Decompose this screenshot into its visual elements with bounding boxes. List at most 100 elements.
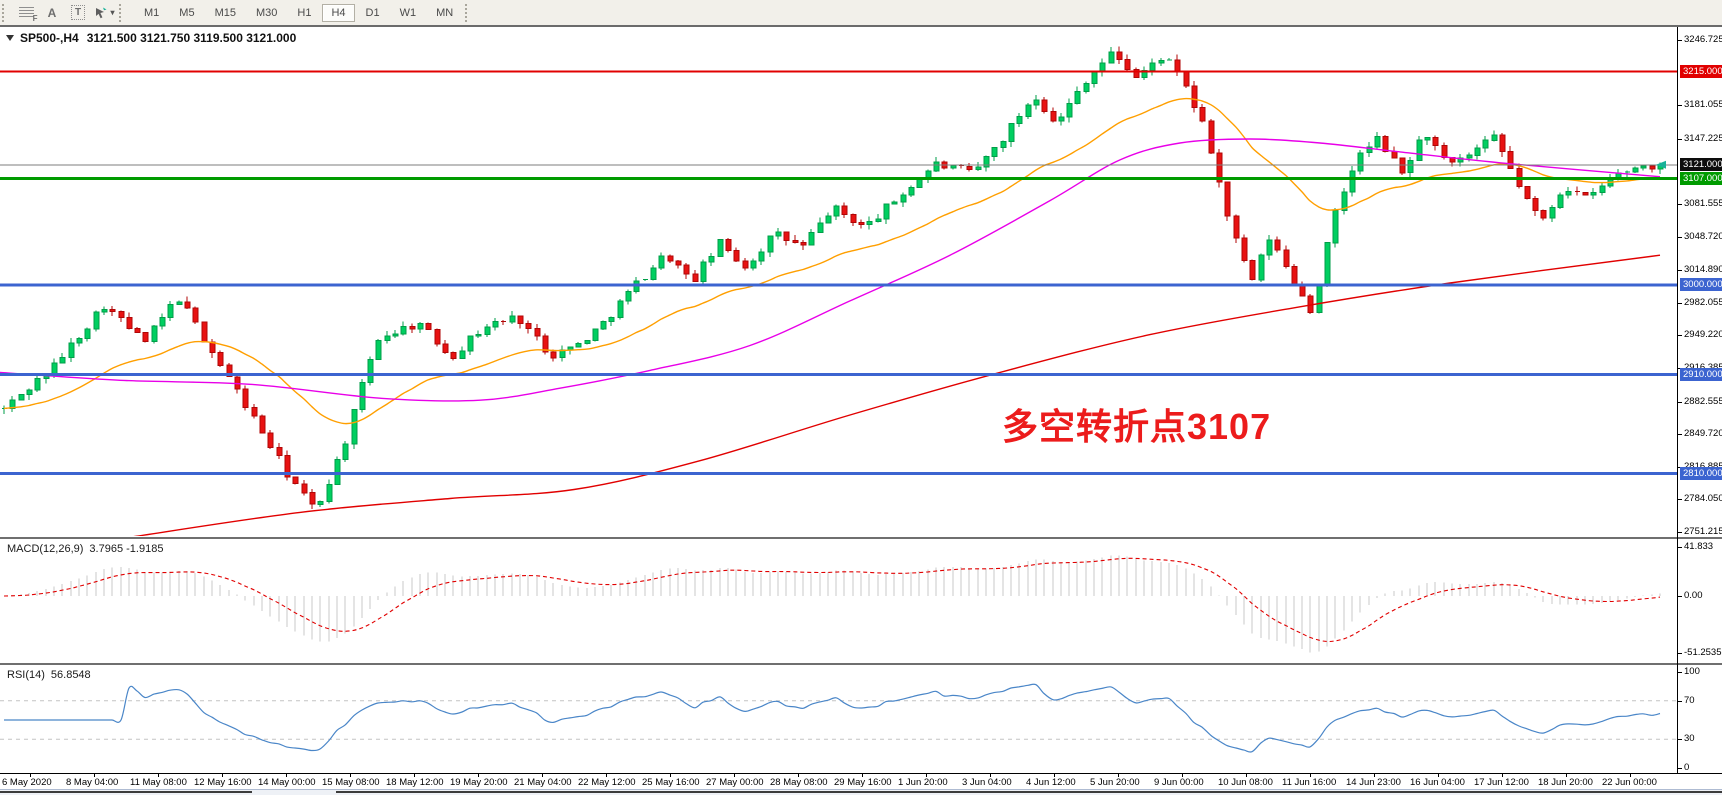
- axis-tick-label: 41.833: [1684, 541, 1714, 552]
- axis-tick-label: 2849.720: [1684, 428, 1722, 439]
- axis-tick: [1677, 701, 1682, 702]
- time-axis-label: 22 May 12:00: [578, 777, 636, 788]
- toolbar: F A T ▾ M1 M5 M15 M30 H1 H4 D1 W1 MN: [0, 0, 1722, 26]
- axis-tick: [1677, 672, 1682, 673]
- macd-indicator-canvas[interactable]: [0, 539, 1678, 662]
- time-axis-tick: [414, 774, 415, 777]
- axis-tick-label: 2751.215: [1684, 526, 1722, 537]
- axis-tick: [1677, 139, 1682, 140]
- time-axis-tick: [1054, 774, 1055, 777]
- time-axis-label: 28 May 08:00: [770, 777, 828, 788]
- time-axis-label: 10 Jun 08:00: [1218, 777, 1273, 788]
- time-axis[interactable]: 6 May 2020 8 May 04:00 11 May 08:00 12 May …: [0, 773, 1722, 790]
- arrow-cursor-icon: [96, 7, 107, 18]
- price-level-badge: 3121.000: [1680, 158, 1722, 171]
- toolbar-grip[interactable]: [2, 3, 11, 22]
- arrows-tool-icon[interactable]: ▾: [92, 1, 116, 24]
- axis-tick: [1677, 335, 1682, 336]
- timeframe-button-m5[interactable]: M5: [179, 6, 195, 19]
- time-axis-tick: [350, 774, 351, 777]
- time-axis-tick: [1374, 774, 1375, 777]
- axis-tick-label: 2916.385: [1684, 362, 1722, 374]
- axis-tick-label: 2949.220: [1684, 329, 1722, 340]
- axis-tick: [1677, 402, 1682, 403]
- axis-tick: [1677, 40, 1682, 41]
- time-axis-tick: [1438, 774, 1439, 777]
- price-level-badge: 3107.000: [1680, 172, 1722, 185]
- axis-tick: [1677, 270, 1682, 271]
- panel-splitter-macd[interactable]: [0, 537, 1722, 539]
- slow-ma-line: [133, 254, 1661, 536]
- text-label-tool-icon[interactable]: A: [47, 5, 57, 20]
- time-axis-label: 14 Jun 23:00: [1346, 777, 1401, 788]
- time-axis-tick: [1566, 774, 1567, 777]
- chart-text-annotation[interactable]: 多空转折点3107: [1002, 406, 1272, 447]
- axis-tick-label: 2882.555: [1684, 396, 1722, 407]
- time-axis-label: 18 May 12:00: [386, 777, 444, 788]
- axis-tick: [1677, 499, 1682, 500]
- time-axis-tick: [734, 774, 735, 777]
- text-box-tool-icon[interactable]: T: [66, 1, 90, 24]
- chart-collapse-icon[interactable]: [6, 35, 14, 41]
- medium-ma-line: [0, 138, 1661, 402]
- time-axis-tick: [862, 774, 863, 777]
- panel-splitter-rsi[interactable]: [0, 663, 1722, 665]
- fibonacci-tool-icon[interactable]: F: [14, 1, 38, 24]
- time-axis-tick: [1182, 774, 1183, 777]
- ohlc-quotes: 3121.500 3121.750 3119.500 3121.000: [86, 31, 297, 45]
- time-axis-tick: [542, 774, 543, 777]
- timeframe-button-m1[interactable]: M1: [144, 6, 160, 19]
- time-axis-tick: [286, 774, 287, 777]
- time-axis-label: 14 May 00:00: [258, 777, 316, 788]
- axis-tick-label: 3246.725: [1684, 34, 1722, 45]
- scrollbar-segment: [336, 791, 1722, 793]
- timeframe-button-h1[interactable]: H1: [297, 6, 312, 19]
- timeframe-button-h4[interactable]: H4: [322, 3, 355, 22]
- chevron-down-icon: ▾: [110, 8, 115, 17]
- fast-ma-line: [3, 97, 1661, 425]
- timeframe-button-w1[interactable]: W1: [399, 6, 417, 19]
- chart-title[interactable]: SP500-,H4 3121.500 3121.750 3119.500 312…: [6, 31, 296, 45]
- macd-label: MACD(12,26,9) 3.7965 -1.9185: [7, 543, 164, 555]
- time-axis-label: 3 Jun 04:00: [962, 777, 1012, 788]
- axis-tick-label: 3081.555: [1684, 198, 1722, 209]
- time-axis-tick: [222, 774, 223, 777]
- timeframe-button-m15[interactable]: M15: [214, 6, 236, 19]
- axis-tick: [1677, 532, 1682, 533]
- horizontal-scrollbar[interactable]: [0, 789, 1722, 795]
- axis-tick-label: 0.00: [1684, 590, 1703, 601]
- time-axis-tick: [798, 774, 799, 777]
- time-axis-label: 9 Jun 00:00: [1154, 777, 1204, 788]
- timeframe-button-d1[interactable]: D1: [365, 6, 380, 19]
- time-axis-tick: [926, 774, 927, 777]
- time-axis-tick: [1630, 774, 1631, 777]
- axis-tick-label: 3014.890: [1684, 264, 1722, 275]
- axis-tick-label: -51.2535: [1684, 647, 1722, 658]
- time-axis-label: 19 May 20:00: [450, 777, 508, 788]
- price-level-badge: 3215.000: [1680, 65, 1722, 78]
- timeframe-button-mn[interactable]: MN: [436, 6, 454, 19]
- toolbar-grip[interactable]: [119, 3, 128, 22]
- time-axis-label: 5 Jun 20:00: [1090, 777, 1140, 788]
- time-axis-label: 11 May 08:00: [130, 777, 187, 788]
- time-axis-tick: [158, 774, 159, 777]
- scrollbar-segment: [0, 791, 252, 793]
- time-axis-tick: [1246, 774, 1247, 777]
- time-axis-tick: [478, 774, 479, 777]
- toolbar-grip[interactable]: [465, 3, 474, 22]
- time-axis-label: 29 May 16:00: [834, 777, 892, 788]
- axis-tick-label: 2784.050: [1684, 493, 1722, 504]
- axis-tick-label: 100: [1684, 666, 1700, 677]
- axis-tick: [1677, 105, 1682, 106]
- rsi-indicator-canvas[interactable]: [0, 665, 1678, 772]
- time-axis-tick: [1502, 774, 1503, 777]
- time-axis-label: 22 Jun 00:00: [1602, 777, 1657, 788]
- time-axis-tick: [30, 774, 31, 777]
- main-chart-canvas[interactable]: [0, 27, 1678, 536]
- timeframe-button-group: M1 M5 M15 M30 H1 H4 D1 W1 MN: [134, 3, 463, 22]
- time-axis-label: 18 Jun 20:00: [1538, 777, 1593, 788]
- timeframe-button-m30[interactable]: M30: [255, 6, 278, 19]
- time-axis-tick: [990, 774, 991, 777]
- axis-tick-label: 2982.055: [1684, 297, 1722, 308]
